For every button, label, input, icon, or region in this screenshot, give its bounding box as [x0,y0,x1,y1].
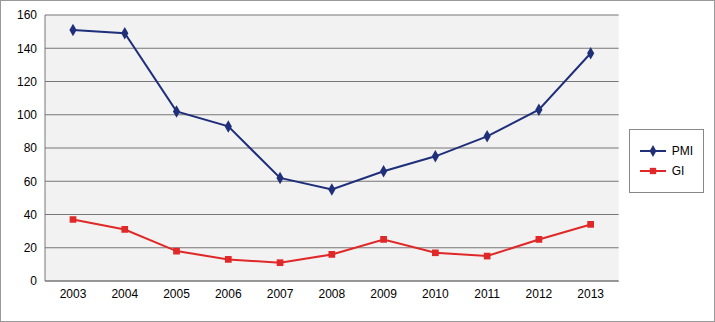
svg-text:2006: 2006 [215,287,242,301]
svg-text:140: 140 [17,42,37,56]
svg-text:2003: 2003 [60,287,87,301]
svg-text:80: 80 [24,141,38,155]
svg-text:2005: 2005 [163,287,190,301]
html-text:PMI: PMI [671,144,693,158]
svg-text:2013: 2013 [577,287,604,301]
svg-text:120: 120 [17,75,37,89]
svg-text:2008: 2008 [318,287,345,301]
svg-text:2012: 2012 [526,287,553,301]
svg-text:40: 40 [24,208,38,222]
svg-text:160: 160 [17,8,37,22]
svg-text:20: 20 [24,241,38,255]
svg-text:2004: 2004 [111,287,138,301]
svg-text:2007: 2007 [267,287,294,301]
svg-text:0: 0 [30,274,37,288]
svg-text:2010: 2010 [422,287,449,301]
html-text:GI: GI [671,164,685,178]
svg-text:100: 100 [17,108,37,122]
svg-text:2011: 2011 [474,287,500,301]
svg-text:60: 60 [24,175,38,189]
svg-text:2009: 2009 [370,287,397,301]
